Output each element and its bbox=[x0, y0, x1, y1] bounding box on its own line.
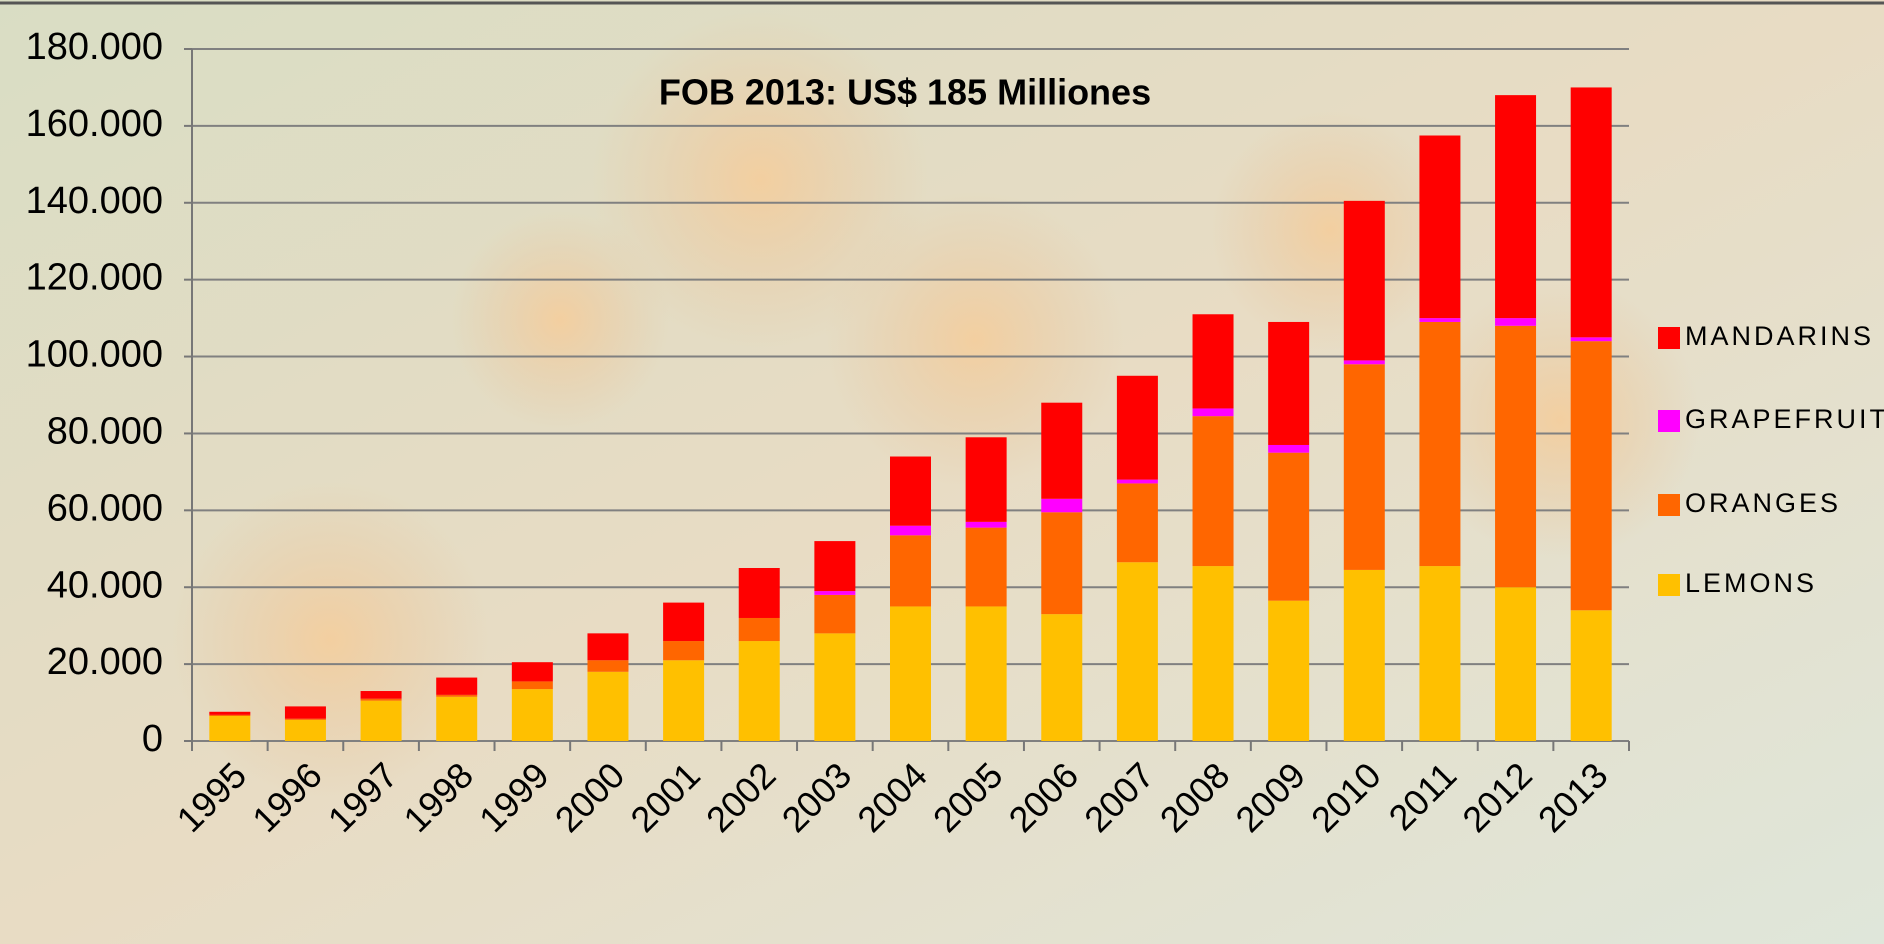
bar-segment bbox=[663, 603, 704, 641]
bar-segment bbox=[1268, 322, 1309, 445]
y-tick-label: 140.000 bbox=[26, 180, 163, 222]
bar-segment bbox=[1419, 136, 1460, 319]
bar-segment bbox=[739, 641, 780, 741]
bar-segment bbox=[966, 437, 1007, 522]
bar-segment bbox=[285, 706, 326, 718]
bar-segment bbox=[285, 720, 326, 741]
bar-segment bbox=[1268, 601, 1309, 741]
bar-segment bbox=[587, 660, 628, 672]
chart: FOB 2013: US$ 185 Milliones 0 20.000 40.00… bbox=[0, 0, 1884, 944]
legend-label: MANDARINS bbox=[1685, 321, 1874, 351]
bar-segment bbox=[1193, 408, 1234, 416]
bar-segment bbox=[1419, 566, 1460, 741]
bar-segment bbox=[890, 457, 931, 526]
page: {"chart_data": {"type": "stacked-bar", "… bbox=[0, 0, 1884, 944]
bar-segment bbox=[512, 689, 553, 741]
bar-segment bbox=[285, 719, 326, 720]
bar-segment bbox=[739, 568, 780, 618]
legend-swatch bbox=[1658, 494, 1680, 516]
y-tick-label: 20.000 bbox=[47, 641, 163, 683]
bar-segment bbox=[814, 541, 855, 591]
bar-segment bbox=[361, 699, 402, 701]
bar-segment bbox=[1419, 318, 1460, 322]
bar-segment bbox=[966, 606, 1007, 741]
y-tick-label: 80.000 bbox=[47, 410, 163, 452]
bar-segment bbox=[587, 633, 628, 660]
bar-segment bbox=[1268, 445, 1309, 453]
bar-segment bbox=[436, 697, 477, 741]
bar-segment bbox=[966, 528, 1007, 607]
legend-label: ORANGES bbox=[1685, 488, 1841, 518]
bar-segment bbox=[1041, 499, 1082, 512]
bar-segment bbox=[209, 716, 250, 741]
legend-swatch bbox=[1658, 410, 1680, 432]
bar-segment bbox=[587, 672, 628, 741]
bar-segment bbox=[1041, 512, 1082, 614]
y-tick-label: 180.000 bbox=[26, 26, 163, 68]
bar-segment bbox=[1193, 314, 1234, 408]
bar-segment bbox=[1193, 566, 1234, 741]
bar-segment bbox=[1571, 341, 1612, 610]
bar-segment bbox=[1495, 318, 1536, 326]
legend-label: LEMONS bbox=[1685, 568, 1817, 598]
bar-segment bbox=[1193, 416, 1234, 566]
bar-segment bbox=[1344, 364, 1385, 570]
chart-title: FOB 2013: US$ 185 Milliones bbox=[659, 72, 1151, 113]
legend-label: GRAPEFRUIT bbox=[1685, 404, 1884, 434]
y-tick-label: 0 bbox=[142, 718, 163, 760]
bar-segment bbox=[1117, 483, 1158, 562]
bar-segment bbox=[1041, 403, 1082, 499]
bar-segment bbox=[1571, 87, 1612, 337]
bar-segment bbox=[436, 678, 477, 695]
legend-swatch bbox=[1658, 574, 1680, 596]
bar-segment bbox=[1495, 95, 1536, 318]
bar-segment bbox=[1419, 322, 1460, 566]
y-tick-label: 100.000 bbox=[26, 334, 163, 376]
bar-segment bbox=[663, 660, 704, 741]
bar-segment bbox=[966, 522, 1007, 528]
legend-swatch bbox=[1658, 327, 1680, 349]
bar-segment bbox=[814, 591, 855, 595]
bar-segment bbox=[1344, 570, 1385, 741]
bar-segment bbox=[663, 641, 704, 660]
bar-segment bbox=[1344, 201, 1385, 361]
bar-segment bbox=[1344, 360, 1385, 364]
bar-segment bbox=[209, 712, 250, 715]
bar-segment bbox=[436, 695, 477, 697]
bar-segment bbox=[1041, 614, 1082, 741]
y-tick-label: 120.000 bbox=[26, 257, 163, 299]
bar-segment bbox=[512, 681, 553, 689]
bar-segment bbox=[1268, 453, 1309, 601]
bar-segment bbox=[1571, 610, 1612, 741]
bar-segment bbox=[1117, 562, 1158, 741]
bar-segment bbox=[209, 715, 250, 716]
bar-segment bbox=[1571, 337, 1612, 341]
bar-segment bbox=[814, 595, 855, 633]
y-tick-label: 160.000 bbox=[26, 103, 163, 145]
bar-segment bbox=[1117, 480, 1158, 484]
y-tick-label: 40.000 bbox=[47, 564, 163, 606]
bar-segment bbox=[361, 701, 402, 741]
bar-segment bbox=[512, 662, 553, 681]
bar-segment bbox=[890, 526, 931, 536]
bar-segment bbox=[1495, 326, 1536, 587]
bar-segment bbox=[361, 691, 402, 699]
bar-segment bbox=[890, 535, 931, 606]
y-tick-label: 60.000 bbox=[47, 487, 163, 529]
bar-segment bbox=[739, 618, 780, 641]
bar-segment bbox=[814, 633, 855, 741]
bar-segment bbox=[890, 606, 931, 741]
bar-segment bbox=[1495, 587, 1536, 741]
bar-segment bbox=[1117, 376, 1158, 480]
